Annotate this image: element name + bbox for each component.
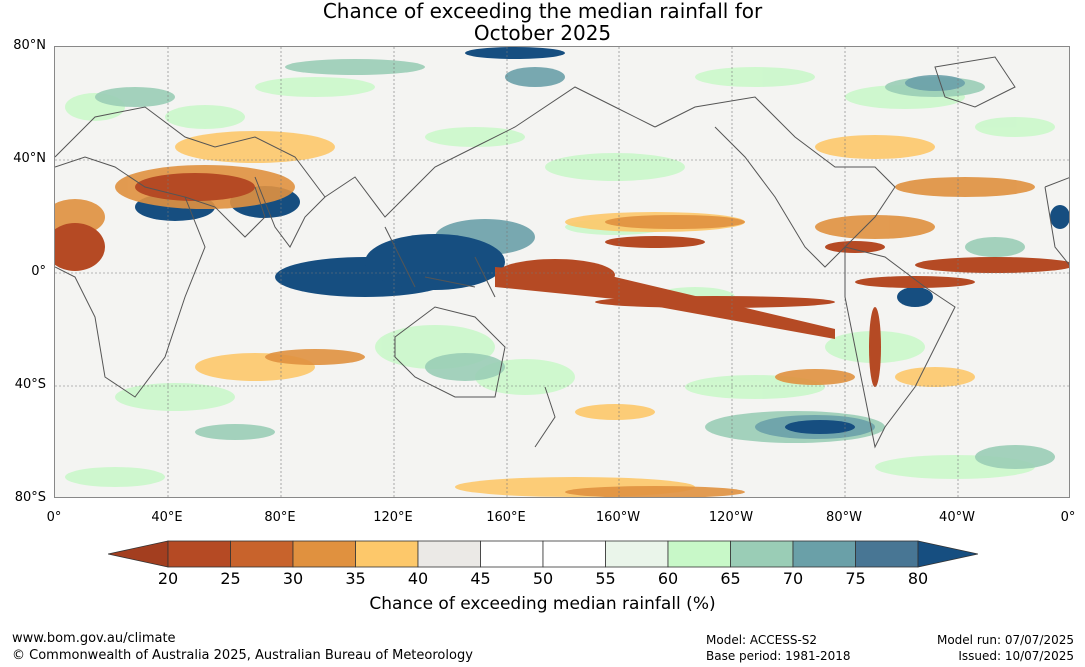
- colorbar-swatch: [355, 540, 419, 568]
- map-canvas: [55, 47, 1069, 497]
- lon-label-40w: 40°W: [939, 510, 975, 525]
- colorbar-swatch: [792, 540, 856, 568]
- lon-label-40e: 40°E: [151, 510, 183, 525]
- colorbar-tick-label: 55: [595, 569, 616, 588]
- colorbar-tick-label: 45: [470, 569, 491, 588]
- lon-label-160w: 160°W: [595, 510, 641, 525]
- colorbar-tick-label: 80: [907, 569, 929, 588]
- map-title-line2: October 2025: [473, 21, 612, 45]
- colorbar-swatch: [730, 540, 794, 568]
- lon-label-120e: 120°E: [373, 510, 413, 525]
- footer-base-period: Base period: 1981-2018: [706, 649, 851, 663]
- lon-label-80e: 80°E: [264, 510, 296, 525]
- lat-label-40s: 40°S: [14, 377, 46, 392]
- colorbar-tick-label: 70: [782, 569, 804, 588]
- colorbar-swatch: [542, 540, 606, 568]
- rainfall-probability-map: [54, 46, 1070, 498]
- footer-model-run: Model run: 07/07/2025: [936, 633, 1074, 647]
- colorbar-tick-label: 50: [532, 569, 554, 588]
- colorbar-tick-label: 20: [157, 569, 179, 588]
- colorbar-tick-label: 65: [720, 569, 741, 588]
- lon-label-0: 0°: [46, 510, 62, 525]
- colorbar-swatch: [855, 540, 919, 568]
- colorbar-swatch: [417, 540, 481, 568]
- colorbar-tick-label: 25: [220, 569, 241, 588]
- lat-label-0: 0°: [31, 264, 46, 279]
- colorbar-swatch: [667, 540, 731, 568]
- colorbar-tick-label: 75: [845, 569, 866, 588]
- colorbar-swatch: [167, 540, 231, 568]
- colorbar-tick-label: 40: [407, 569, 429, 588]
- lon-label-80w: 80°W: [826, 510, 862, 525]
- lat-label-80s: 80°S: [14, 490, 46, 505]
- footer-url[interactable]: www.bom.gov.au/climate: [12, 631, 176, 646]
- colorbar-arrow-low: [108, 540, 169, 568]
- colorbar-swatch: [292, 540, 356, 568]
- map-title-line1: Chance of exceeding the median rainfall …: [322, 0, 763, 23]
- lon-label-0-right: 0°: [1060, 510, 1076, 525]
- colorbar: [108, 540, 978, 568]
- footer-issued: Issued: 10/07/2025: [958, 649, 1074, 663]
- colorbar-swatch: [230, 540, 294, 568]
- footer-copyright: © Commonwealth of Australia 2025, Austra…: [12, 648, 473, 663]
- lon-label-120w: 120°W: [708, 510, 754, 525]
- colorbar-swatches: [108, 540, 978, 568]
- lat-label-40n: 40°N: [13, 151, 46, 166]
- colorbar-tick-label: 60: [657, 569, 679, 588]
- colorbar-tick-label: 35: [345, 569, 366, 588]
- colorbar-arrow-high: [917, 540, 978, 568]
- colorbar-tick-label: 30: [282, 569, 304, 588]
- colorbar-swatch: [605, 540, 669, 568]
- footer-model: Model: ACCESS-S2: [706, 633, 818, 647]
- colorbar-label: Chance of exceeding median rainfall (%): [369, 594, 716, 614]
- lat-label-80n: 80°N: [13, 38, 46, 53]
- lon-label-160e: 160°E: [486, 510, 526, 525]
- colorbar-swatch: [480, 540, 544, 568]
